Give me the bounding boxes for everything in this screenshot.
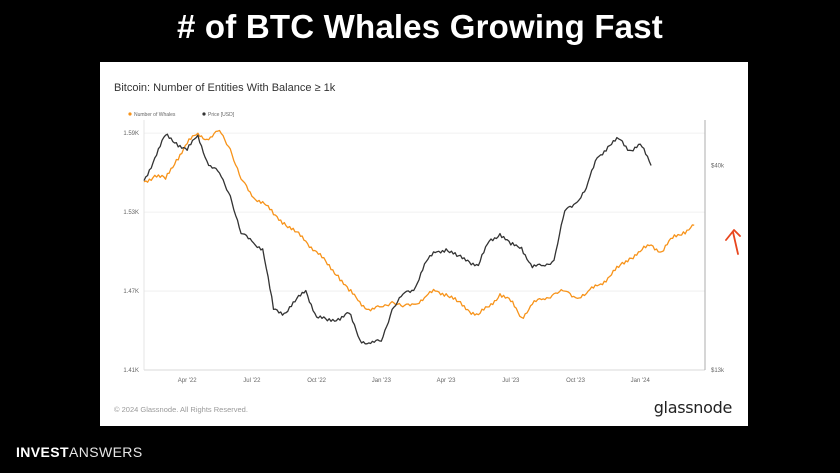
- investanswers-logo: INVESTANSWERS: [16, 444, 143, 460]
- series-line-number-of-whales: [143, 129, 695, 319]
- legend-label: Number of Whales: [134, 112, 176, 118]
- y-left-tick-label: 1.47K: [123, 289, 139, 295]
- y-right-tick-label: $40k: [711, 163, 725, 169]
- logo-part-answers: ANSWERS: [68, 444, 143, 460]
- x-tick-label: Jan '23: [372, 378, 392, 384]
- legend-marker: [128, 112, 132, 116]
- x-tick-label: Apr '23: [437, 378, 456, 384]
- y-left-tick-label: 1.41K: [123, 368, 139, 374]
- x-tick-label: Apr '22: [178, 378, 197, 384]
- logo-part-invest: INVEST: [16, 444, 69, 460]
- slide-title: # of BTC Whales Growing Fast: [177, 8, 663, 45]
- x-tick-label: Jul '22: [243, 378, 261, 384]
- copyright-text: © 2024 Glassnode. All Rights Reserved.: [114, 405, 248, 414]
- chart-plot: 1.41K 1.47K 1.53K 1.59K Apr '22 Jul '22 Oct '2…: [123, 112, 725, 384]
- legend-marker: [202, 112, 206, 116]
- y-right-tick-label: $13k: [711, 368, 725, 374]
- y-left-tick-label: 1.59K: [123, 131, 139, 137]
- series-line-price-usd: [143, 133, 652, 345]
- x-tick-label: Oct '22: [307, 378, 326, 384]
- x-tick-label: Jul '23: [502, 378, 520, 384]
- y-left-tick-label: 1.53K: [123, 210, 139, 216]
- chart-title: Bitcoin: Number of Entities With Balance…: [114, 82, 336, 94]
- x-tick-label: Oct '23: [566, 378, 585, 384]
- chart-card: Bitcoin: Number of Entities With Balance…: [100, 62, 748, 426]
- legend-label: Price [USD]: [208, 112, 235, 118]
- x-tick-label: Jan '24: [631, 378, 651, 384]
- glassnode-logo: glassnode: [653, 398, 733, 417]
